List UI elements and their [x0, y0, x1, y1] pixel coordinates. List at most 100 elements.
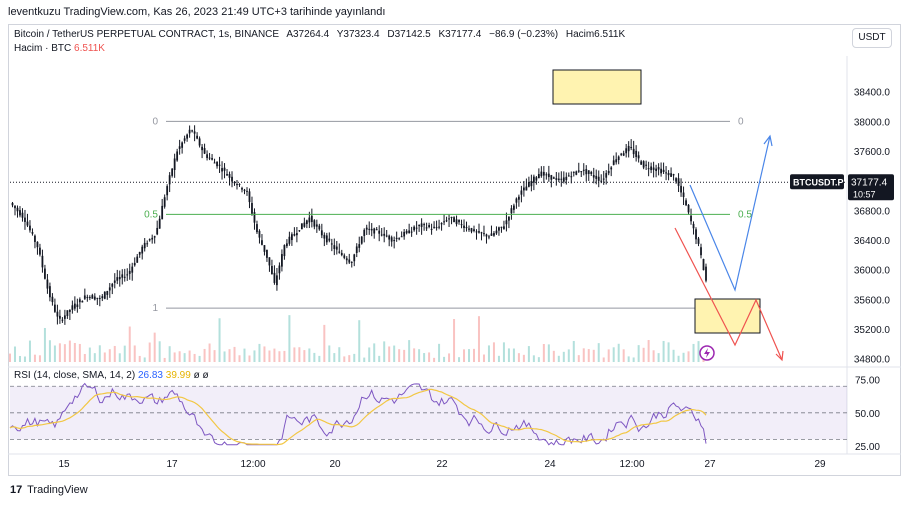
- candle-body: [570, 176, 573, 178]
- candle-body: [650, 166, 653, 171]
- fib-label-left: 0.5: [144, 209, 158, 220]
- candle-body: [236, 184, 238, 186]
- rsi-sma-line: [9, 388, 707, 446]
- candle-body: [670, 173, 672, 177]
- volume-bar: [562, 351, 565, 362]
- highlight-box-bottom[interactable]: [694, 298, 761, 334]
- candle-body: [652, 167, 655, 170]
- volume-bar: [428, 352, 431, 362]
- candle-body: [98, 298, 101, 300]
- price-tick-label: 36400.0: [854, 236, 891, 247]
- volume-bar: [23, 356, 26, 362]
- candle-body: [557, 178, 560, 181]
- currency-button[interactable]: USDT: [852, 28, 892, 48]
- candle-body: [508, 216, 510, 221]
- rsi-legend[interactable]: RSI (14, close, SMA, 14, 2) 26.83 39.99 …: [14, 370, 209, 381]
- candle-body: [226, 174, 228, 176]
- candle-body: [221, 168, 223, 172]
- scenario-up-path[interactable]: [689, 135, 771, 292]
- volume-bar: [348, 355, 351, 362]
- volume-bar: [98, 345, 101, 362]
- volume-bar: [188, 350, 191, 362]
- candle-body: [555, 178, 558, 180]
- candle-body: [288, 236, 291, 244]
- volume-bar: [178, 351, 181, 362]
- volume-bar: [68, 340, 71, 362]
- candle-body: [675, 178, 677, 182]
- volume-bar: [198, 355, 201, 362]
- price-tick-label: 36800.0: [854, 206, 891, 217]
- volume-bar: [248, 355, 251, 362]
- candle-body: [682, 192, 685, 198]
- candle-body: [505, 220, 508, 225]
- candle-body: [111, 283, 114, 287]
- candle-body: [685, 200, 687, 206]
- volume-bar: [697, 341, 700, 362]
- fib-label-right: 0: [738, 116, 744, 127]
- volume-bar: [113, 345, 116, 362]
- candle-body: [246, 190, 248, 192]
- volume-bar: [487, 345, 490, 362]
- candle-body: [313, 220, 316, 227]
- volume-bar: [453, 319, 456, 362]
- symbol-name[interactable]: Bitcoin / TetherUS PERPETUAL CONTRACT, 1…: [14, 29, 280, 40]
- candle-body: [176, 151, 179, 161]
- volume-bar: [158, 341, 161, 362]
- price-tag-bg: [848, 174, 894, 201]
- candle-body: [470, 228, 473, 232]
- time-tick-label: 12:00: [240, 459, 265, 470]
- volume-bar: [203, 348, 206, 362]
- time-tick-label: 22: [436, 459, 448, 470]
- volume-bar: [647, 340, 650, 362]
- tradingview-logo[interactable]: 17 TradingView: [10, 484, 88, 496]
- lightning-icon: [704, 348, 710, 358]
- candle-body: [440, 223, 443, 225]
- volume-bar: [473, 348, 475, 362]
- volume-bar: [662, 340, 665, 362]
- candle-body: [148, 239, 151, 241]
- arrow-head-icon: [763, 134, 773, 147]
- candle-body: [198, 138, 201, 146]
- volume-bar: [343, 356, 346, 362]
- candle-body: [136, 256, 139, 263]
- candle-body: [552, 177, 555, 179]
- candle-body: [493, 233, 495, 236]
- rsi-tick-label: 25.00: [855, 442, 880, 453]
- candle-body: [83, 295, 86, 299]
- candle-body: [213, 162, 216, 164]
- candle-body: [156, 227, 159, 235]
- scenario-down-path[interactable]: [674, 227, 783, 361]
- candle-body: [483, 233, 485, 235]
- candle-body: [582, 169, 585, 171]
- volume-bar: [532, 355, 535, 362]
- candle-body: [26, 221, 29, 226]
- candle-body: [318, 225, 321, 230]
- candle-body: [480, 232, 483, 234]
- candle-body: [206, 154, 208, 158]
- candle-body: [63, 315, 66, 319]
- candle-body: [19, 210, 21, 216]
- candle-body: [513, 205, 515, 210]
- candle-body: [238, 183, 241, 185]
- fib-label-left: 1: [152, 303, 158, 314]
- volume-bar: [308, 348, 311, 362]
- candle-body: [695, 229, 697, 240]
- candle-body: [448, 218, 450, 220]
- candle-body: [241, 187, 243, 190]
- candle-body: [453, 217, 455, 223]
- candle-body: [423, 224, 426, 226]
- candle-body: [577, 170, 580, 172]
- candle-body: [405, 230, 408, 234]
- fib-label-left: 0: [152, 116, 158, 127]
- highlight-box-top[interactable]: [552, 69, 642, 105]
- candle-body: [320, 230, 323, 236]
- candle-body: [490, 233, 493, 236]
- volume-legend[interactable]: Hacim · BTC 6.511K: [14, 43, 105, 54]
- candle-body: [585, 169, 588, 175]
- volume-bar: [592, 349, 595, 362]
- rsi-sma-value: 39.99: [165, 370, 191, 381]
- volume-bar: [433, 357, 436, 362]
- candle-body: [520, 190, 523, 195]
- candle-body: [395, 237, 398, 239]
